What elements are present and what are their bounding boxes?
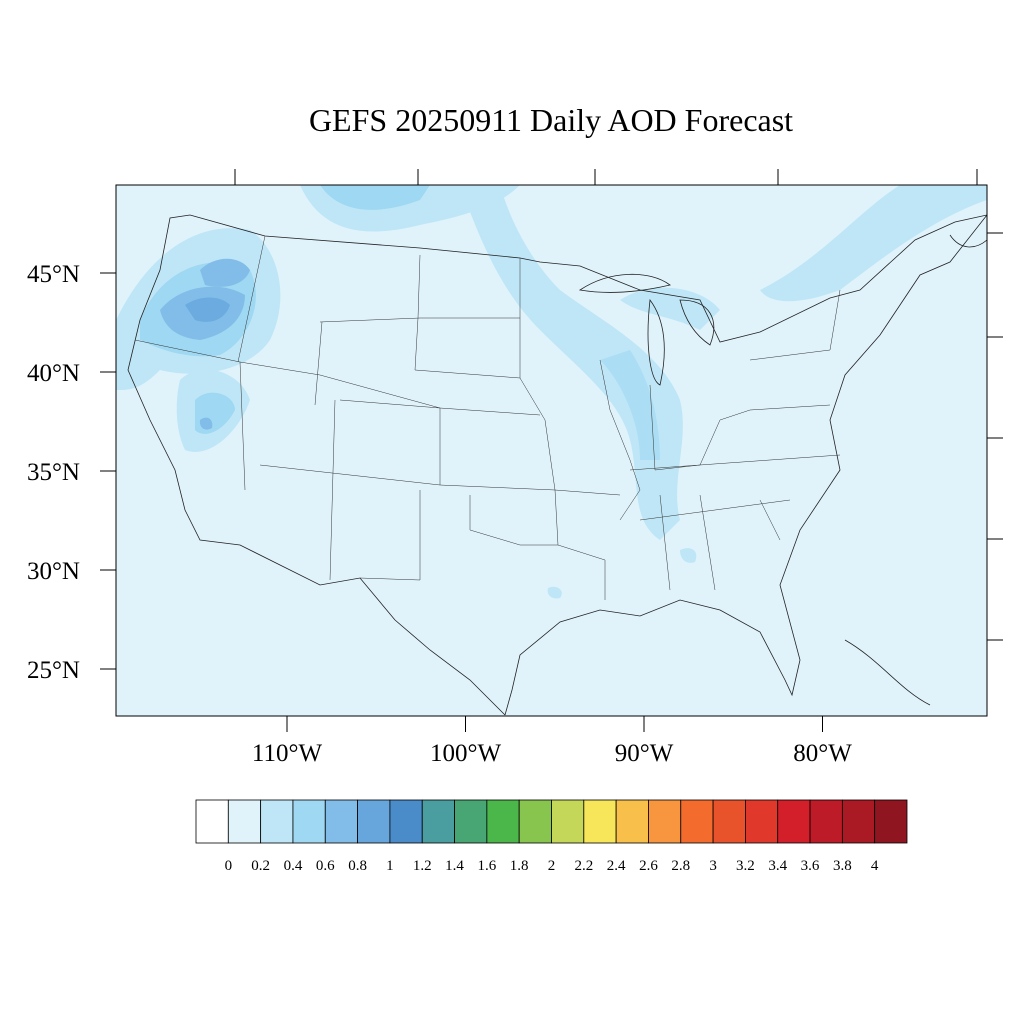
lat-label: 25°N xyxy=(27,657,80,684)
coastline xyxy=(127,214,987,716)
colorbar-label: 1.6 xyxy=(477,858,496,874)
colorbar-box xyxy=(454,799,488,844)
colorbar-label: 2 xyxy=(548,858,556,874)
lon-label: 110°W xyxy=(252,740,323,767)
colorbar-label: 3.6 xyxy=(801,858,820,874)
lon-label: 90°W xyxy=(615,740,674,767)
colorbar-label: 3 xyxy=(709,858,717,874)
colorbar-label: 1.2 xyxy=(413,858,432,874)
lat-label: 45°N xyxy=(27,261,80,288)
colorbar-box xyxy=(745,799,779,844)
colorbar-box xyxy=(260,799,294,844)
colorbar-label: 3.8 xyxy=(833,858,852,874)
title: GEFS 20250911 Daily AOD Forecast xyxy=(309,102,793,138)
colorbar-box xyxy=(841,799,876,844)
colorbar-box xyxy=(357,799,391,844)
lon-label: 100°W xyxy=(430,740,501,767)
colorbar-label: 0.8 xyxy=(348,858,367,874)
colorbar-box xyxy=(195,799,229,844)
colorbar-box xyxy=(551,799,585,844)
map-frame xyxy=(115,184,988,717)
lon-label: 80°W xyxy=(793,740,852,767)
colorbar-label: 3.2 xyxy=(736,858,755,874)
colorbar-label: 1.4 xyxy=(445,858,464,874)
colorbar-box xyxy=(518,799,552,844)
map xyxy=(116,185,987,716)
lake-michigan xyxy=(647,298,665,386)
colorbar-label: 2.2 xyxy=(574,858,593,874)
colorbar-box xyxy=(583,799,617,844)
colorbar-box xyxy=(227,799,262,844)
colorbar-label: 3.4 xyxy=(768,858,787,874)
colorbar-label: 4 xyxy=(871,858,879,874)
colorbar-label: 0.2 xyxy=(251,858,270,874)
colorbar-label: 2.8 xyxy=(671,858,690,874)
colorbar-label: 2.6 xyxy=(639,858,658,874)
lat-label: 30°N xyxy=(27,558,80,585)
lat-label: 35°N xyxy=(27,459,80,486)
colorbar-box xyxy=(712,799,746,844)
colorbar-label: 1 xyxy=(386,858,394,874)
colorbar-label: 0.4 xyxy=(284,858,303,874)
colorbar-box xyxy=(486,799,520,844)
colorbar-box xyxy=(874,799,908,844)
frame-ticks xyxy=(234,169,1003,641)
colorbar-box xyxy=(680,799,714,844)
colorbar-box xyxy=(648,799,682,844)
state-borders xyxy=(134,235,841,600)
aod-field xyxy=(116,185,987,599)
lake-huron xyxy=(679,299,715,346)
lat-label: 40°N xyxy=(27,360,80,387)
colorbar-box xyxy=(615,799,649,844)
colorbar-label: 1.8 xyxy=(510,858,529,874)
colorbar-box xyxy=(389,799,423,844)
inset-coast-canada xyxy=(844,234,987,706)
colorbar-box xyxy=(809,799,843,844)
colorbar-label: 0.6 xyxy=(316,858,335,874)
colorbar-label: 0 xyxy=(225,858,233,874)
colorbar-label: 2.4 xyxy=(607,858,626,874)
colorbar-box xyxy=(777,799,811,844)
colorbar-box xyxy=(292,799,326,844)
lake-superior xyxy=(578,273,671,293)
colorbar-box xyxy=(324,799,358,844)
colorbar-box xyxy=(421,799,455,844)
